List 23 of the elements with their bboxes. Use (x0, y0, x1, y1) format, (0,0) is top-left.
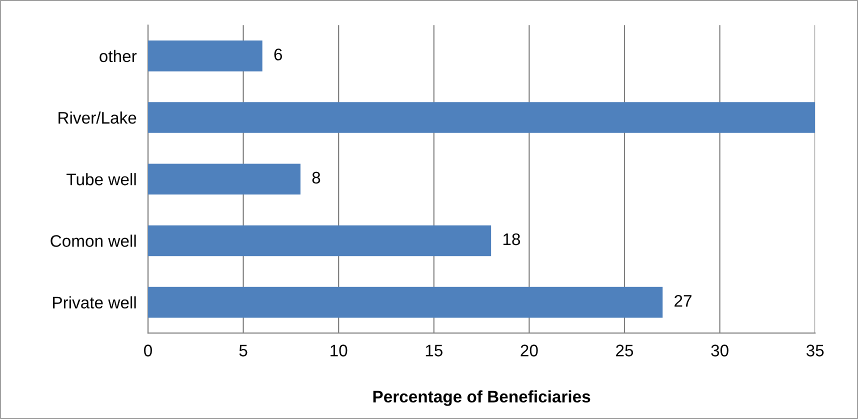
x-tick-label: 10 (330, 344, 348, 356)
y-tick-label: Tube well (66, 173, 136, 186)
x-tick-label: 30 (711, 344, 728, 356)
bar (148, 102, 816, 133)
x-axis-title: Percentage of Beneficiaries (373, 390, 590, 406)
x-tick-label: 5 (239, 344, 248, 356)
bar (148, 286, 663, 318)
data-label: 27 (674, 294, 692, 307)
x-tick-label: 0 (144, 344, 152, 356)
bar (148, 40, 262, 72)
x-tick-label: 25 (616, 344, 634, 356)
y-tick-label: River/Lake (58, 111, 136, 124)
x-tick-label: 15 (426, 344, 442, 356)
x-tick-label: 20 (520, 344, 538, 356)
y-tick-label: other (100, 50, 137, 62)
y-tick-label: Private well (53, 296, 136, 309)
data-label: 18 (503, 233, 520, 246)
x-tick-label: 35 (806, 344, 824, 356)
data-label: 8 (312, 172, 320, 184)
data-label: 6 (274, 48, 282, 60)
y-tick-label: Comon well (50, 234, 136, 247)
bar (148, 225, 492, 256)
bar (148, 164, 300, 195)
